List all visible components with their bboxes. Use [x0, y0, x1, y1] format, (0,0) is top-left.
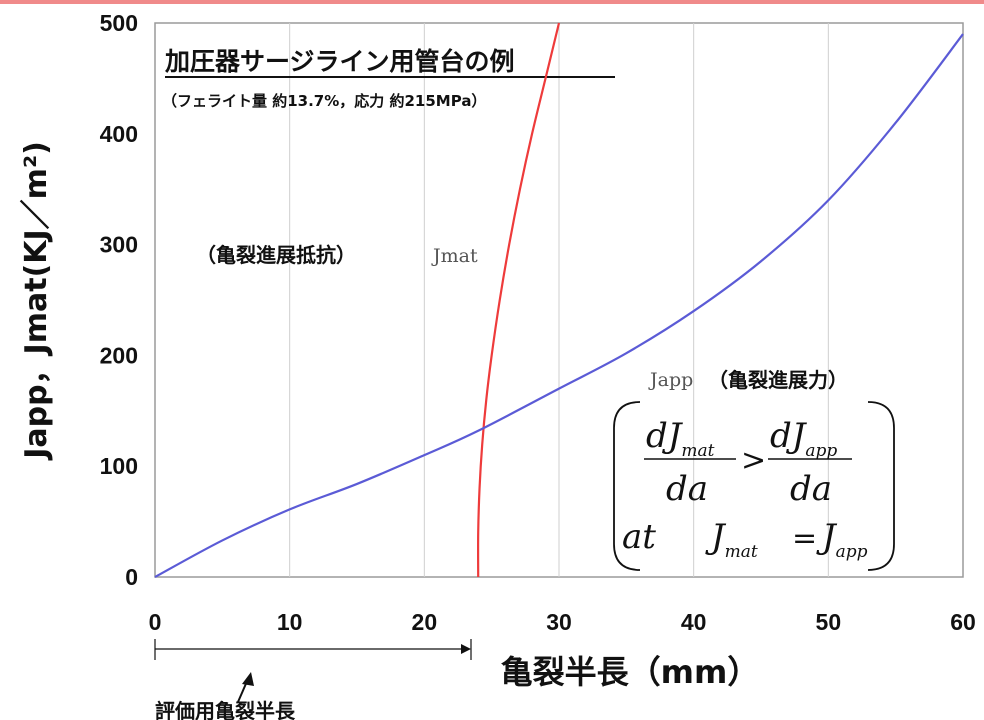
x-tick-label: 50	[816, 609, 842, 635]
equation-left-paren	[613, 401, 641, 571]
gridlines	[289, 23, 829, 577]
x-tick-label: 30	[546, 609, 572, 635]
equation-right-paren	[867, 401, 895, 571]
x-tick-labels: 0 10 20 30 40 50 60	[149, 609, 976, 635]
y-tick-label: 300	[100, 232, 138, 258]
eq-den-left: da	[666, 469, 708, 509]
y-tick-label: 100	[100, 453, 138, 479]
eq-equals: =	[792, 521, 817, 556]
x-tick-label: 0	[149, 609, 162, 635]
y-tick-label: 0	[125, 564, 138, 590]
evaluation-bracket	[154, 639, 472, 703]
evaluation-label: 評価用亀裂半長	[155, 699, 296, 720]
eq-num-left: dJmat	[646, 416, 715, 461]
x-tick-label: 20	[412, 609, 438, 635]
pointer-arrowhead	[242, 672, 254, 686]
japp-label-jp: （亀裂進展力）	[708, 368, 848, 392]
eq-greater-than: >	[741, 443, 766, 478]
eq-at: at	[622, 517, 656, 557]
eq-num-right: dJapp	[770, 416, 837, 461]
chart-subtitle: （フェライト量 約13.7%，応力 約215MPa）	[162, 92, 486, 110]
eq-den-right: da	[790, 469, 832, 509]
jmat-label: Jmat	[431, 245, 478, 267]
y-tick-labels: 0 100 200 300 400 500	[100, 10, 138, 590]
top-border	[0, 0, 984, 4]
y-axis-label: Japp，Jmat(KJ／m²)	[19, 141, 54, 461]
chart-title: 加圧器サージライン用管台の例	[164, 47, 515, 76]
x-tick-label: 60	[950, 609, 976, 635]
japp-label: Japp	[648, 369, 693, 391]
bracket-arrowhead	[461, 644, 471, 654]
series-group	[154, 22, 964, 578]
eq-jmat: Jmat	[705, 517, 758, 562]
x-axis-label: 亀裂半長（mm）	[501, 653, 760, 691]
y-tick-label: 400	[100, 121, 138, 147]
jmat-label-jp: （亀裂進展抵抗）	[196, 243, 356, 267]
y-tick-label: 200	[100, 342, 138, 368]
equation-block: dJmat da > dJapp da at Jmat = Japp	[613, 401, 895, 571]
eq-japp: Japp	[816, 517, 868, 562]
y-tick-label: 500	[100, 10, 138, 36]
series-line-japp	[154, 33, 964, 578]
series-line-jmat	[477, 22, 561, 578]
x-tick-label: 40	[681, 609, 707, 635]
x-tick-label: 10	[277, 609, 303, 635]
